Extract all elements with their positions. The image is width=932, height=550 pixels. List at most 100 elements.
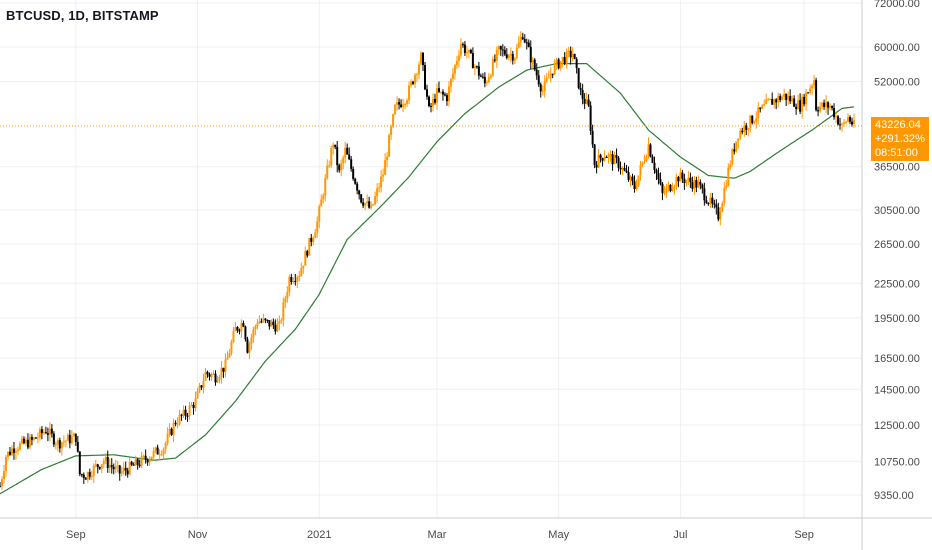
- candle-body: [741, 130, 744, 133]
- candle-body: [551, 73, 554, 75]
- candle-body: [451, 73, 454, 80]
- x-tick-label: Jul: [673, 529, 687, 541]
- candle-body: [156, 447, 159, 455]
- candle-body: [609, 154, 612, 156]
- candle-body: [404, 103, 407, 105]
- candle-body: [72, 433, 75, 437]
- candle-body: [150, 456, 153, 460]
- candle-body: [410, 81, 413, 86]
- candle-body: [497, 46, 500, 50]
- candle-body: [188, 405, 191, 416]
- candle-body: [122, 467, 125, 472]
- candle-body: [40, 429, 43, 434]
- candle-body: [216, 380, 219, 383]
- candle-body: [34, 437, 37, 439]
- candle-body: [190, 404, 193, 406]
- candle-body: [751, 115, 754, 124]
- candle-body: [447, 86, 450, 102]
- candle-body: [282, 302, 285, 321]
- candle-body: [120, 471, 123, 474]
- candle-body: [827, 102, 830, 108]
- candle-body: [675, 177, 678, 187]
- candle-body: [437, 88, 440, 92]
- bar-countdown: 08:51:00: [875, 147, 918, 159]
- candle-body: [366, 201, 369, 203]
- candle-body: [755, 118, 758, 122]
- x-tick-label: Mar: [428, 529, 447, 541]
- candle-body: [647, 144, 650, 157]
- candle-body: [82, 474, 85, 479]
- candle-body: [721, 203, 724, 212]
- candle-body: [368, 201, 371, 208]
- y-tick-label: 9350.00: [874, 490, 914, 502]
- x-tick-label: Nov: [188, 529, 208, 541]
- candle-body: [545, 78, 548, 82]
- candle-body: [54, 444, 57, 446]
- moving-average-layer: [0, 63, 855, 495]
- candle-body: [294, 280, 297, 282]
- candle-body: [386, 156, 389, 161]
- candle-body: [148, 459, 151, 463]
- candle-body: [747, 128, 750, 130]
- candle-body: [124, 467, 127, 471]
- candle-body: [779, 96, 782, 100]
- last-price-change: +291.32%: [875, 133, 925, 145]
- candle-body: [467, 49, 470, 53]
- candle-body: [364, 202, 367, 206]
- candle-body: [222, 367, 225, 372]
- candle-body: [463, 44, 466, 54]
- candle-body: [541, 91, 544, 93]
- candle-body: [16, 449, 19, 452]
- candle-body: [46, 433, 49, 435]
- candle-body: [138, 464, 141, 466]
- candle-body: [84, 478, 87, 480]
- candle-body: [493, 59, 496, 61]
- candle-body: [414, 74, 417, 84]
- candle-body: [821, 102, 824, 107]
- candle-body: [427, 96, 430, 106]
- candle-body: [785, 93, 788, 100]
- candle-body: [356, 183, 359, 191]
- candle-body: [767, 99, 770, 101]
- candle-body: [521, 37, 524, 40]
- candle-body: [76, 441, 79, 452]
- candle-body: [278, 321, 281, 324]
- candle-body: [308, 237, 311, 256]
- candle-body: [418, 64, 421, 75]
- y-tick-label: 10750.00: [874, 456, 920, 468]
- candle-body: [350, 159, 353, 170]
- y-tick-label: 72000.00: [874, 0, 920, 10]
- candle-body: [791, 98, 794, 102]
- candle-body: [753, 121, 756, 124]
- candle-body: [439, 91, 442, 93]
- candle-body: [292, 280, 295, 283]
- candle-body: [336, 146, 339, 166]
- candle-body: [210, 374, 213, 377]
- candle-body: [306, 251, 309, 256]
- candle-body: [659, 179, 662, 184]
- candle-body: [70, 436, 73, 444]
- candle-body: [130, 461, 133, 465]
- candle-body: [813, 80, 816, 86]
- candle-body: [631, 176, 634, 182]
- candle-body: [819, 106, 822, 112]
- x-tick-label: 2021: [307, 529, 331, 541]
- candle-body: [322, 195, 325, 200]
- candle-body: [316, 221, 319, 233]
- candle-body: [312, 237, 315, 242]
- candles-layer: [0, 31, 855, 490]
- last-price-box: 43226.04 +291.32% 08:51:00: [871, 117, 929, 161]
- candle-body: [238, 330, 241, 332]
- candle-body: [98, 466, 101, 469]
- candle-body: [326, 165, 329, 179]
- candle-body: [402, 104, 405, 108]
- candle-body: [633, 181, 636, 190]
- candle-body: [100, 464, 103, 469]
- candle-body: [471, 53, 474, 69]
- candle-body: [457, 55, 460, 61]
- candle-body: [2, 471, 5, 480]
- candle-body: [110, 465, 113, 468]
- candle-body: [140, 456, 143, 466]
- candle-body: [344, 147, 347, 158]
